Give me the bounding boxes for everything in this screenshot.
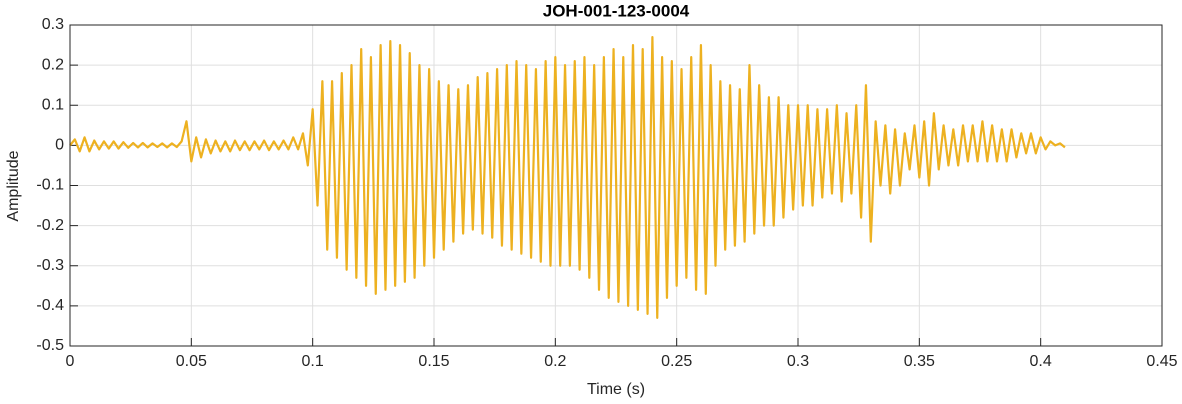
y-tick-label: 0.3 [42,16,64,33]
y-axis-label: Amplitude [5,150,22,221]
y-tick-label: -0.2 [36,217,64,234]
x-tick-label: 0.25 [661,353,692,370]
x-tick-label: 0 [66,353,75,370]
waveform-line [69,35,1066,320]
y-tick-label: 0.2 [42,56,64,73]
x-tick-label: 0.3 [787,353,809,370]
y-tick-label: 0.1 [42,96,64,113]
y-tick-label: -0.1 [36,177,64,194]
chart-title: JOH-001-123-0004 [543,1,690,20]
y-tick-label: -0.4 [36,297,64,314]
x-tick-label: 0.45 [1146,353,1177,370]
x-tick-label: 0.05 [176,353,207,370]
x-tick-label: 0.15 [418,353,449,370]
y-tick-label: -0.3 [36,257,64,274]
y-tick-label: -0.5 [36,337,64,354]
x-tick-label: 0.2 [544,353,566,370]
x-tick-label: 0.1 [302,353,324,370]
x-tick-label: 0.35 [904,353,935,370]
x-tick-label: 0.4 [1030,353,1052,370]
x-axis-label: Time (s) [587,381,645,398]
y-tick-label: 0 [55,137,64,154]
plot-frame [69,24,1163,347]
